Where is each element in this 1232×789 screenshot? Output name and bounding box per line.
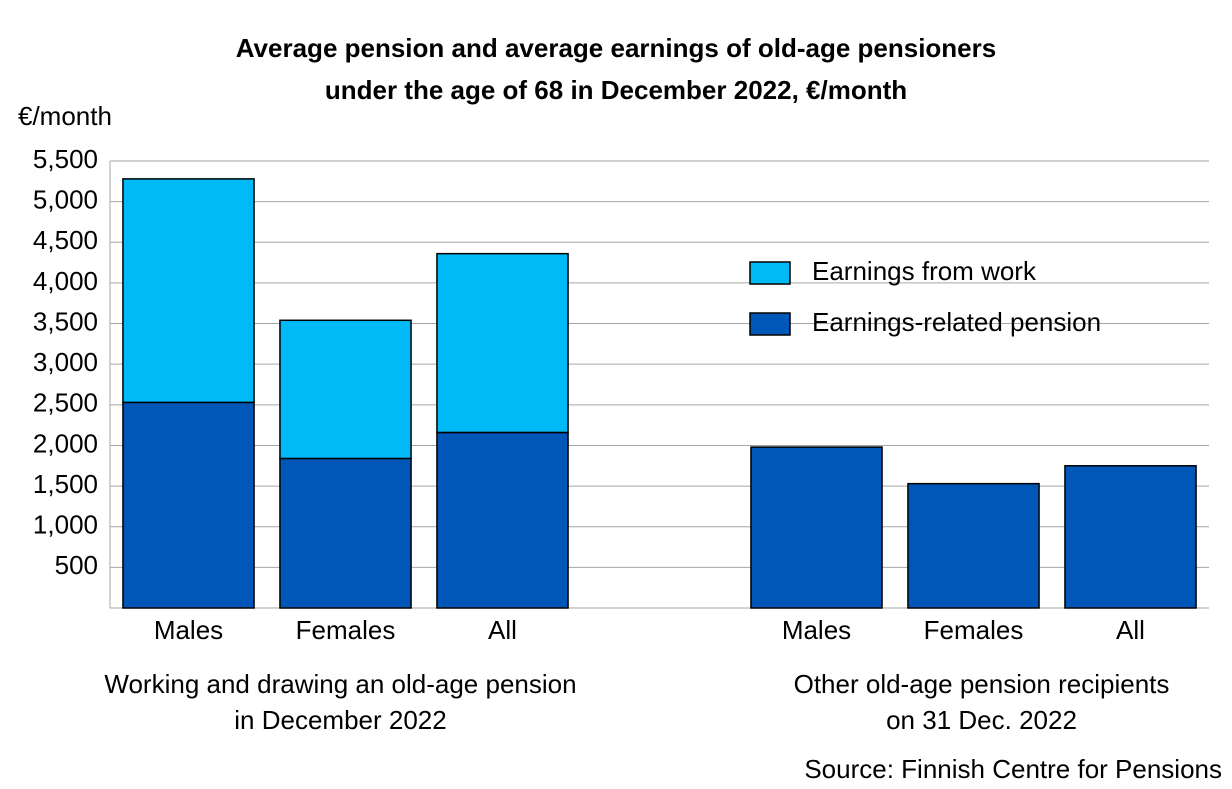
x-tick-label: Females <box>296 615 396 645</box>
source: Source: Finnish Centre for Pensions <box>804 754 1222 784</box>
y-tick-label: 5,500 <box>33 144 98 174</box>
x-tick-label: Females <box>924 615 1024 645</box>
bar-segment <box>907 482 1040 609</box>
y-tick-label: 3,500 <box>33 306 98 336</box>
bar-segment <box>279 319 412 460</box>
bar-segment <box>122 178 255 404</box>
y-tick-label: 1,500 <box>33 469 98 499</box>
bar-segment <box>436 431 569 609</box>
x-tick-label: Males <box>782 615 851 645</box>
bar-segment <box>436 252 569 434</box>
chart-title: Average pension and average earnings of … <box>236 33 996 63</box>
legend-swatch <box>749 312 791 336</box>
bar-segment <box>122 401 255 609</box>
y-tick-label: 2,500 <box>33 388 98 418</box>
y-tick-label: 4,500 <box>33 225 98 255</box>
chart-title: under the age of 68 in December 2022, €/… <box>325 75 907 105</box>
x-tick-label: All <box>1116 615 1145 645</box>
bar-segment <box>1064 465 1197 609</box>
y-tick-label: 2,000 <box>33 428 98 458</box>
legend-swatch <box>749 261 791 285</box>
y-tick-label: 3,000 <box>33 347 98 377</box>
group-label: on 31 Dec. 2022 <box>886 705 1077 735</box>
y-tick-label: 500 <box>55 550 98 580</box>
bar-segment <box>279 457 412 609</box>
y-tick-label: 1,000 <box>33 510 98 540</box>
group-label: Working and drawing an old-age pension <box>104 669 576 699</box>
legend-label: Earnings from work <box>812 256 1037 286</box>
group-label: Other old-age pension recipients <box>794 669 1170 699</box>
group-label: in December 2022 <box>234 705 446 735</box>
y-tick-label: 5,000 <box>33 185 98 215</box>
x-tick-label: All <box>488 615 517 645</box>
bar-segment <box>750 446 883 609</box>
y-axis-label: €/month <box>18 101 112 131</box>
legend-label: Earnings-related pension <box>812 307 1101 337</box>
x-tick-label: Males <box>154 615 223 645</box>
y-tick-label: 4,000 <box>33 266 98 296</box>
